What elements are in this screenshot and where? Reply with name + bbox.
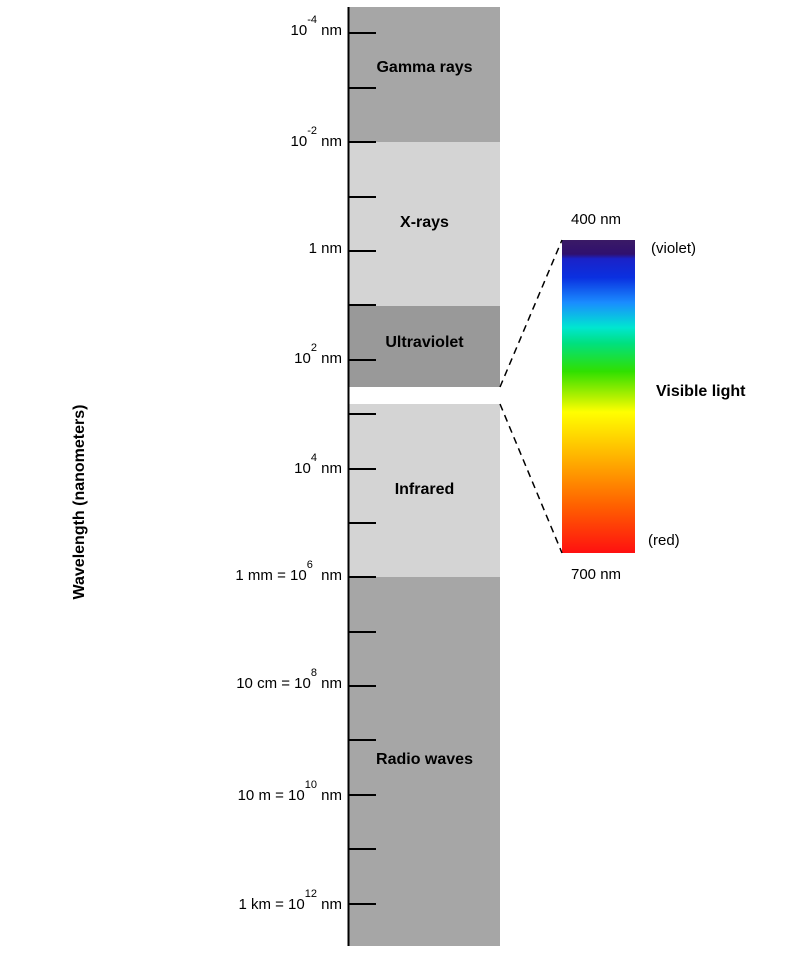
tick-marks	[349, 32, 376, 905]
xray-band	[349, 142, 500, 306]
radio-band	[349, 577, 500, 946]
ultraviolet-label: Ultraviolet	[385, 334, 464, 351]
visible-light-label: Visible light	[656, 383, 746, 400]
violet-label: (violet)	[651, 240, 697, 257]
gamma-rays-label: Gamma rays	[376, 59, 473, 76]
infrared-band	[349, 404, 500, 577]
infrared-label: Infrared	[394, 481, 455, 498]
axis-title: Wavelength (nanometers)	[71, 404, 88, 600]
gamma-band	[349, 7, 500, 142]
tick-label-1e4: 104 nm	[294, 452, 342, 478]
uv-band	[349, 306, 500, 387]
spectrum-top-label: 400 nm	[571, 211, 622, 228]
zoom-line-top	[499, 239, 563, 388]
tick-label-1e2: 102 nm	[294, 342, 342, 368]
tick-label-1e8: 10 cm = 108 nm	[236, 667, 342, 693]
tick-label-1e6: 1 mm = 106 nm	[235, 559, 342, 585]
zoom-line-bottom	[499, 403, 563, 554]
spectrum-bottom-label: 700 nm	[571, 566, 622, 583]
visible-spectrum-bar	[562, 240, 635, 553]
tick-label-1nm: 1 nm	[308, 240, 342, 257]
tick-label-1e-2: 10-2 nm	[290, 125, 342, 151]
tick-label-1e10: 10 m = 1010 nm	[237, 779, 342, 805]
x-rays-label: X-rays	[400, 214, 449, 231]
tick-label-1e12: 1 km = 1012 nm	[238, 888, 342, 914]
tick-label-1e-4: 10-4 nm	[290, 14, 342, 40]
red-label: (red)	[648, 532, 680, 549]
radio-waves-label: Radio waves	[376, 751, 473, 768]
